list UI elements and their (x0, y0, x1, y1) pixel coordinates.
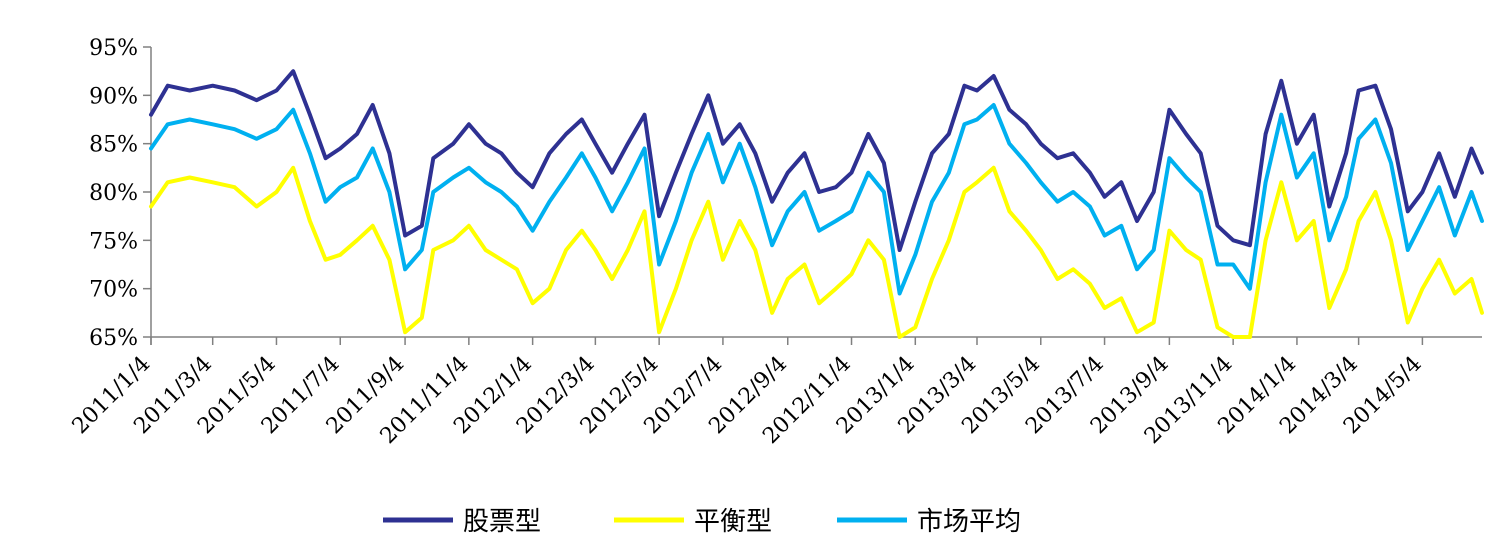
series-line-2 (149, 103, 1484, 296)
y-tick-label: 75% (89, 229, 138, 254)
series-line-0 (149, 69, 1484, 252)
y-tick-label: 70% (89, 278, 138, 303)
series-lines (149, 69, 1484, 339)
legend-label-1: 平衡型 (694, 507, 772, 537)
legend: 股票型 平衡型 市场平均 (383, 507, 1021, 537)
y-tick-label: 80% (89, 181, 138, 206)
y-tick-label: 90% (89, 84, 138, 109)
series-line-1 (149, 165, 1484, 339)
y-axis: 95% 90% 85% 80% 75% 70% 65% (89, 36, 152, 351)
legend-label-2: 市场平均 (917, 507, 1021, 537)
y-tick-label: 65% (89, 326, 138, 351)
y-tick-label: 85% (89, 133, 138, 158)
y-tick-label: 95% (89, 36, 138, 61)
x-axis: 2011/1/42011/3/42011/5/42011/7/42011/9/4… (68, 336, 1482, 449)
legend-label-0: 股票型 (463, 507, 541, 537)
